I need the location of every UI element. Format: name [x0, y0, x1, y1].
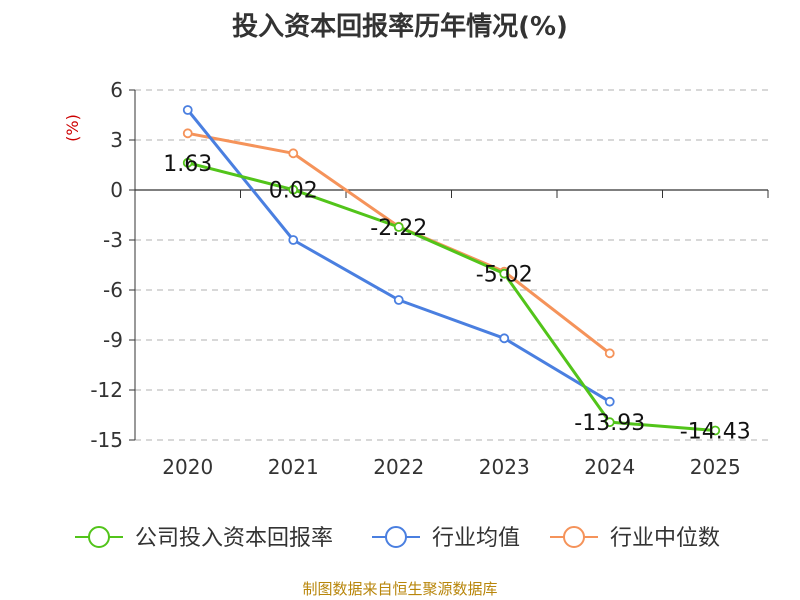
y-axis-unit: (%)	[63, 114, 82, 142]
y-tick-label: -15	[90, 428, 123, 452]
legend-swatch-marker	[88, 526, 110, 548]
x-tick-label: 2025	[690, 455, 741, 479]
data-point	[499, 268, 510, 279]
data-label: -2.22	[370, 216, 427, 241]
data-label: -5.02	[476, 263, 533, 288]
y-tick-label: 0	[110, 178, 123, 202]
y-tick-label: 6	[110, 78, 123, 102]
data-label: -14.43	[680, 420, 751, 445]
data-point	[288, 148, 299, 159]
data-point	[393, 295, 404, 305]
y-tick-label: 3	[110, 128, 123, 152]
x-tick-label: 2022	[373, 455, 424, 479]
legend-label: 公司投入资本回报率	[135, 526, 333, 551]
chart-title: 投入资本回报率历年情况(%)	[232, 12, 568, 42]
series-line	[187, 131, 611, 355]
series-layer	[182, 105, 721, 436]
data-point	[182, 157, 193, 168]
legend-swatch-marker	[385, 526, 407, 548]
y-tick-label: -3	[103, 228, 123, 252]
label-layer: 1.63 0.02 -2.22 -5.02 -13.93 -14.43	[163, 152, 750, 445]
x-tick-label: 2024	[584, 455, 635, 479]
x-tick-label: 2021	[268, 455, 319, 479]
data-point	[393, 222, 404, 232]
y-tick-label: -6	[103, 278, 123, 302]
y-tick-label: -9	[103, 328, 123, 352]
y-tick-label: -12	[90, 378, 123, 402]
data-point	[288, 235, 299, 245]
data-label: -13.93	[574, 411, 645, 436]
data-point	[182, 128, 193, 139]
legend: 公司投入资本回报率 行业均值 行业中位数	[75, 526, 720, 551]
data-point	[499, 333, 510, 344]
legend-label: 行业中位数	[610, 526, 720, 551]
data-point	[288, 184, 299, 195]
legend-item: 行业中位数	[550, 526, 720, 551]
legend-item: 公司投入资本回报率	[75, 526, 333, 551]
series-line	[187, 161, 716, 432]
legend-swatch-marker	[563, 526, 585, 548]
axis-layer: 6 3 0 -3 -6 -9 -12 -15 2020 2021 2022 2023 2024 2025 (…	[63, 78, 769, 479]
data-label: 1.63	[163, 152, 212, 177]
data-point	[710, 425, 721, 436]
legend-item: 行业均值	[372, 526, 520, 551]
legend-label: 行业均值	[432, 526, 520, 551]
x-tick-label: 2023	[479, 455, 530, 479]
data-point	[604, 417, 615, 428]
x-tick-label: 2020	[162, 455, 213, 479]
source-note: 制图数据来自恒生聚源数据库	[302, 580, 498, 598]
series-line	[186, 109, 611, 403]
data-point	[604, 396, 615, 407]
data-label: 0.02	[269, 179, 318, 204]
data-point	[604, 348, 615, 359]
data-point	[182, 105, 193, 115]
